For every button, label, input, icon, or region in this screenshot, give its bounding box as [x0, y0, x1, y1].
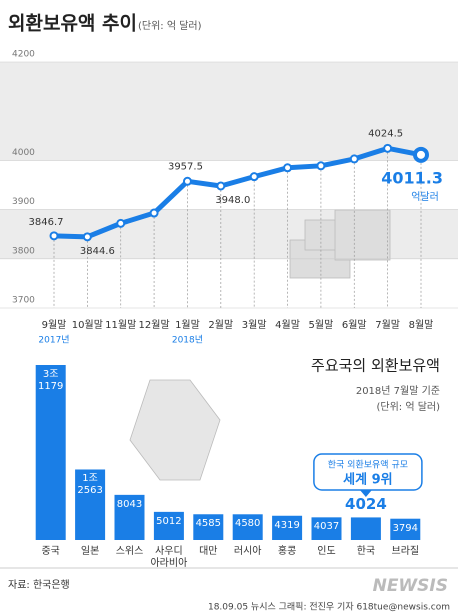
- x-tick-label: 4월말: [275, 319, 300, 331]
- y-tick-label: 3800: [12, 246, 35, 256]
- x-tick-label: 대만: [199, 546, 218, 557]
- point: [283, 163, 293, 173]
- line-title: 외환보유액 추이: [8, 13, 137, 35]
- source: 자료: 한국은행: [8, 579, 70, 591]
- bar: [35, 365, 66, 540]
- value-label: 1조 2563: [77, 473, 103, 497]
- point: [82, 232, 92, 242]
- x-tick-label: 한국: [356, 546, 376, 557]
- y-tick-label: 3700: [12, 296, 35, 306]
- footer: 18.09.05 뉴시스 그래픽: 전진우 기자 618tue@newsis.c…: [208, 602, 450, 613]
- x-tick-label: 10월말: [72, 319, 103, 331]
- value-label: 4585: [195, 518, 222, 530]
- x-tick-label: 브라질: [391, 546, 420, 557]
- x-tick-label: 7월말: [375, 319, 400, 331]
- point: [182, 176, 192, 186]
- x-tick-label: 2월말: [208, 319, 233, 331]
- point: [349, 154, 359, 164]
- x-tick-label: 11월말: [105, 319, 136, 331]
- annotation: 억달러: [411, 191, 439, 203]
- annotation: 세계 9위: [343, 473, 392, 488]
- bar: [311, 517, 342, 540]
- value-label: 5012: [156, 515, 182, 527]
- x-tick-label: 일본: [80, 546, 100, 557]
- annotation: 2018년: [172, 335, 203, 346]
- x-tick-label: 러시아: [233, 546, 262, 557]
- value-label: 8043: [116, 498, 143, 510]
- bar: [232, 514, 263, 540]
- x-tick-label: 8월말: [409, 319, 434, 331]
- bar: [390, 518, 421, 540]
- point: [49, 231, 59, 241]
- bar: [350, 517, 381, 540]
- annotation: 2017년: [38, 335, 69, 346]
- bar: [153, 511, 184, 540]
- logo: NEWSIS: [373, 576, 448, 596]
- x-tick-label: 홍콩: [277, 546, 297, 557]
- value-label: 4011.3: [381, 168, 443, 187]
- bar: [193, 514, 224, 540]
- value-label: 3794: [392, 522, 419, 534]
- y-tick-label: 4000: [12, 148, 35, 158]
- bar-title: 주요국의 외환보유액: [311, 357, 440, 375]
- x-tick-label: 사우디 아라비아: [150, 546, 188, 569]
- x-tick-label: 6월말: [342, 319, 367, 331]
- x-tick-label: 3월말: [242, 319, 267, 331]
- plot-band: [0, 62, 458, 161]
- bar: [114, 494, 145, 540]
- point: [216, 181, 226, 191]
- value-label: 3846.7: [29, 217, 64, 228]
- value-label: 4024: [345, 495, 387, 514]
- line: [53, 145, 422, 240]
- x-tick-label: 스위스: [115, 546, 144, 557]
- line-subtitle: (단위: 억 달러): [138, 19, 202, 32]
- callout-pointer: [359, 490, 372, 497]
- value-label: 4580: [234, 518, 261, 530]
- value-label: 3844.6: [80, 246, 115, 257]
- point: [149, 208, 159, 218]
- y-tick-label: 3900: [12, 197, 35, 207]
- value-label: 4037: [313, 521, 340, 533]
- point: [316, 161, 326, 171]
- point: [413, 146, 429, 163]
- value-label: 3948.0: [215, 195, 250, 206]
- point: [383, 143, 393, 153]
- point: [116, 218, 126, 228]
- x-tick-label: 9월말: [42, 319, 67, 331]
- money-decoration: [129, 209, 391, 481]
- x-tick-label: 1월말: [175, 319, 200, 331]
- x-tick-label: 12월말: [139, 319, 170, 331]
- x-tick-label: 5월말: [309, 319, 334, 331]
- bar: [272, 515, 303, 540]
- x-tick-label: 중국: [41, 546, 60, 557]
- bar-subtitle: 2018년 7월말 기준: [356, 385, 440, 397]
- value-label: 4319: [274, 519, 300, 531]
- value-label: 4024.5: [368, 128, 403, 139]
- bar: [75, 469, 106, 540]
- point: [249, 172, 259, 182]
- y-tick-label: 4200: [12, 50, 35, 60]
- value-label: 3957.5: [168, 161, 203, 172]
- value-label: 3조 1179: [37, 369, 64, 392]
- x-tick-label: 인도: [317, 546, 336, 557]
- bar-unit: (단위: 억 달러): [376, 400, 440, 413]
- annotation: 한국 외환보유액 규모: [328, 459, 408, 471]
